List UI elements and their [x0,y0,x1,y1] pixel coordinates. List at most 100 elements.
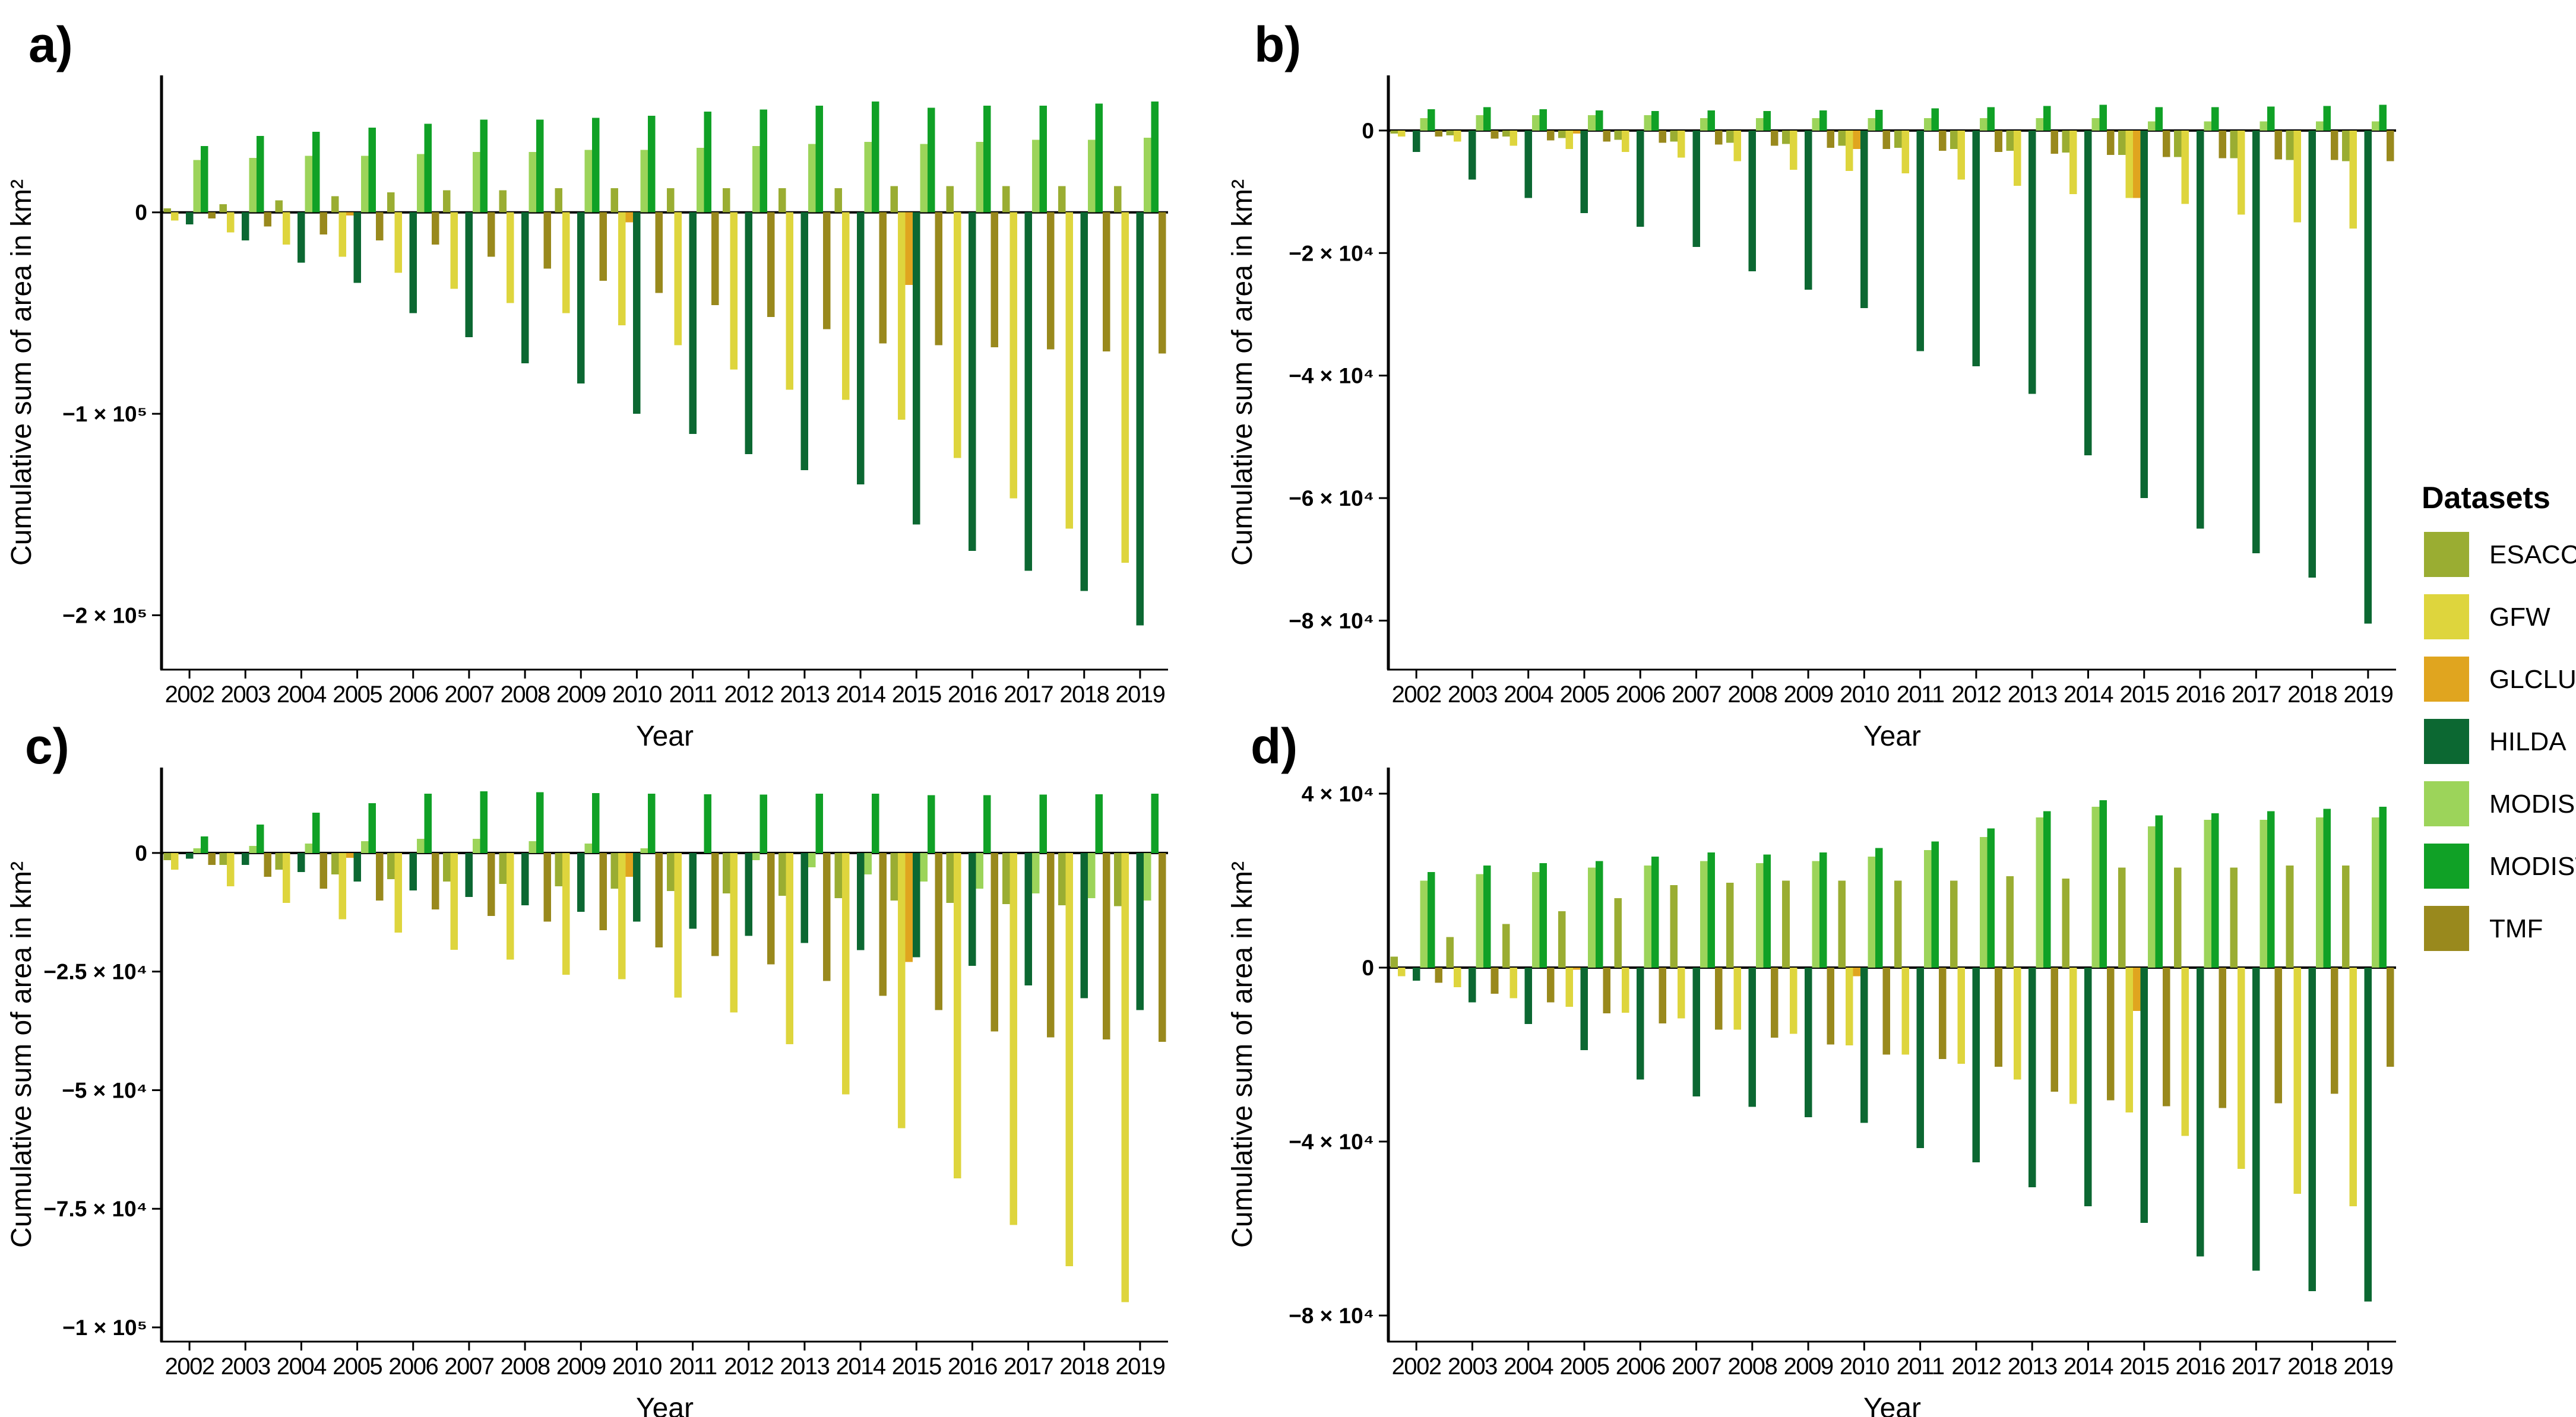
bar-ESACCI-2008 [499,852,507,884]
bar-HILDA-2002 [185,212,194,225]
x-tick-label: 2019 [2343,681,2393,708]
bar-MODIST1-2014 [2099,800,2107,968]
bar-TMF-2004 [319,212,328,235]
y-tick-label: −1 × 10⁵ [62,402,147,426]
bar-MODIST1-2011 [1931,108,1939,131]
x-tick-label: 2018 [2287,1353,2337,1380]
bar-TMF-2014 [2106,967,2115,1101]
bar-MODISP2-2018 [2315,817,2324,968]
x-tick-label: 2002 [165,1353,214,1380]
x-tick-label: 2002 [1392,1353,1441,1380]
x-tick-label: 2015 [892,681,941,708]
legend-item-label: MODISP2 [2489,790,2576,819]
bar-HILDA-2009 [577,212,585,384]
x-tick-label: 2009 [556,1353,606,1380]
y-tick-label: −7.5 × 10⁴ [43,1197,147,1221]
x-tick-label: 2017 [1004,681,1053,708]
x-tick-label: 2007 [1672,1353,1721,1380]
x-tick-label: 2019 [1115,681,1164,708]
bar-GLCLU-2015 [2132,967,2141,1012]
bar-TMF-2017 [1046,212,1055,350]
bar-MODISP2-2019 [1144,138,1151,213]
bar-HILDA-2012 [1972,967,1980,1163]
legend-swatch-GFW [2424,594,2469,639]
bar-TMF-2019 [1159,212,1166,354]
bar-GFW-2007 [450,852,458,950]
bar-TMF-2015 [935,852,943,1010]
bar-ESACCI-2011 [1894,130,1902,148]
bar-HILDA-2005 [1580,967,1588,1051]
bar-MODIST1-2011 [1931,841,1939,968]
bar-GFW-2009 [1789,967,1797,1034]
bar-ESACCI-2005 [331,852,339,874]
bar-TMF-2011 [1938,967,1947,1059]
bar-GFW-2003 [226,852,235,886]
bar-MODISP2-2019 [1144,852,1151,901]
bar-MODIST1-2003 [1483,107,1491,131]
x-tick-label: 2005 [333,681,382,708]
bar-MODIST1-2018 [1095,103,1103,213]
bar-TMF-2015 [935,212,943,345]
bar-GFW-2013 [786,852,794,1044]
bar-MODISP2-2010 [1868,118,1876,131]
x-tick-label: 2009 [1784,681,1833,708]
bar-MODISP2-2016 [976,141,984,213]
bar-MODISP2-2012 [752,852,760,860]
bar-HILDA-2019 [2364,130,2372,624]
bar-MODISP2-2009 [1812,118,1819,131]
x-tick-label: 2016 [2176,1353,2225,1380]
x-tick-label: 2014 [2064,681,2113,708]
bar-HILDA-2014 [856,852,865,950]
bar-HILDA-2011 [1916,130,1924,351]
y-tick-label: 4 × 10⁴ [1302,782,1374,806]
bar-ESACCI-2018 [2286,130,2294,160]
bar-GFW-2008 [506,212,514,303]
legend-item-TMF: TMF [2424,906,2543,951]
bar-MODIST1-2017 [2267,106,2275,131]
bar-ESACCI-2013 [2006,130,2014,151]
bar-HILDA-2019 [1136,852,1144,1010]
bar-ESACCI-2006 [1614,130,1622,140]
bar-GFW-2017 [2237,130,2245,215]
bar-ESACCI-2019 [2342,130,2350,161]
bar-MODIST1-2007 [1707,852,1715,968]
bar-GFW-2016 [954,852,961,1179]
y-tick-label: 0 [1362,956,1374,980]
bar-ESACCI-2015 [890,852,898,901]
bar-MODISP2-2015 [2148,121,2156,131]
bar-HILDA-2004 [1524,967,1532,1025]
bar-MODISP2-2018 [1088,852,1096,898]
bar-MODISP2-2019 [2372,121,2379,131]
bar-GLCLU-2015 [905,212,913,285]
bar-GFW-2002 [1397,967,1406,977]
legend-item-GFW: GFW [2424,594,2550,639]
bar-GFW-2008 [506,852,514,960]
bar-MODISP2-2015 [920,852,928,882]
bar-MODISP2-2011 [1923,118,1932,131]
bar-HILDA-2010 [633,212,641,414]
bar-MODISP2-2010 [640,150,648,213]
bar-TMF-2009 [1827,130,1834,148]
bar-HILDA-2003 [241,212,249,241]
bar-MODISP2-2009 [1812,861,1819,968]
bar-MODISP2-2019 [2372,817,2379,968]
bar-MODIST1-2002 [1427,871,1435,968]
y-tick-label: −4 × 10⁴ [1289,1130,1374,1154]
x-tick-label: 2013 [780,681,829,708]
bar-GFW-2006 [394,852,402,933]
bar-ESACCI-2007 [443,190,451,213]
bar-GFW-2014 [2069,967,2077,1104]
bar-TMF-2013 [823,852,831,981]
bar-TMF-2002 [208,212,216,218]
bar-MODIST1-2012 [759,794,768,853]
bar-ESACCI-2018 [1058,186,1066,213]
x-tick-label: 2008 [1727,681,1777,708]
legend-item-label: TMF [2489,914,2543,943]
bar-MODISP2-2010 [640,848,648,853]
x-tick-label: 2009 [556,681,606,708]
bar-TMF-2010 [1882,967,1891,1055]
panel-label: c) [25,718,69,774]
bar-HILDA-2016 [2196,130,2204,529]
bar-ESACCI-2017 [2230,867,2238,968]
